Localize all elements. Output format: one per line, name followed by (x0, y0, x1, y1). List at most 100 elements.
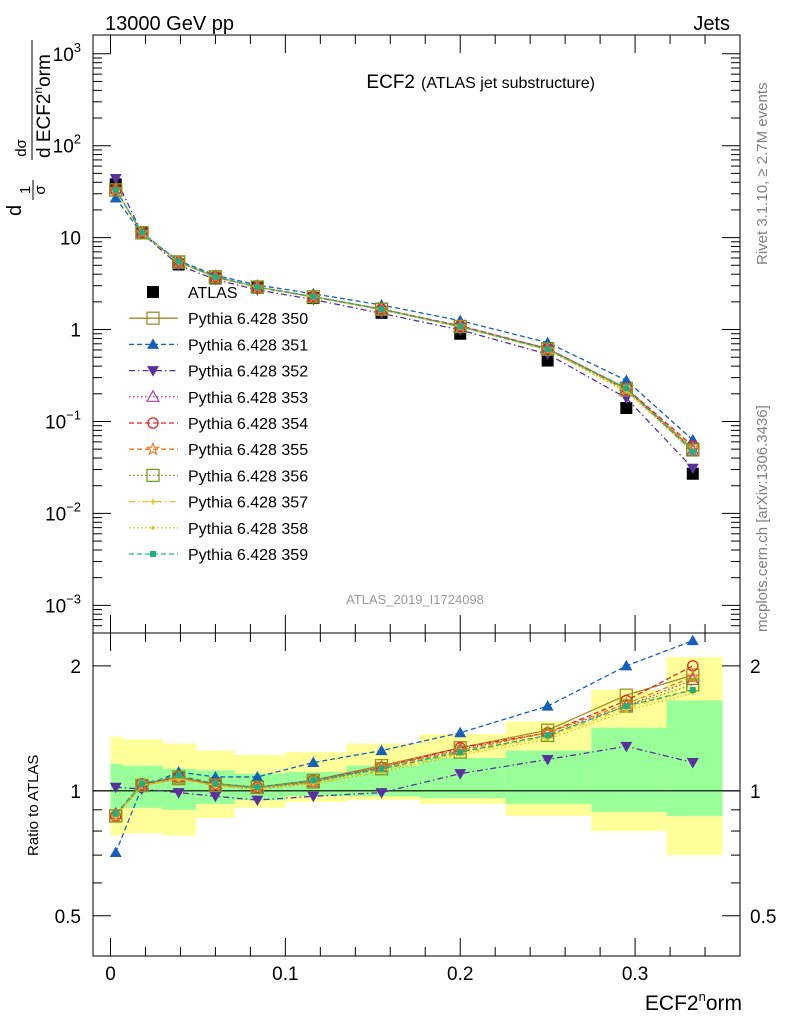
legend-entry-label: Pythia 6.428 358 (188, 521, 308, 538)
ratio-data-point (307, 791, 320, 803)
legend-marker (147, 366, 159, 377)
ratio-data-point (375, 744, 388, 756)
ratio-data-point (109, 846, 122, 858)
main-data-point (689, 448, 696, 455)
ratio-data-point (545, 737, 550, 742)
legend-marker (151, 526, 155, 530)
legend-entry-label: Pythia 6.428 353 (188, 390, 308, 407)
main-data-point (109, 183, 123, 197)
main-data-point (540, 342, 555, 356)
legend-entry-label: Pythia 6.428 352 (188, 364, 308, 381)
ratio-data-point (172, 788, 185, 799)
header-jets-label: Jets (693, 13, 730, 35)
main-data-point (457, 323, 464, 330)
ratio-data-point (375, 788, 388, 799)
ratio-data-point (454, 726, 467, 738)
main-data-point (175, 258, 182, 265)
ratio-y-axis-label: Ratio to ATLAS (25, 755, 42, 856)
main-data-point (378, 306, 385, 313)
legend-entry-label: ATLAS (188, 285, 238, 302)
x-tick-label: 0.3 (622, 964, 648, 985)
main-data-point (686, 443, 700, 457)
ratio-data-point (112, 810, 119, 817)
ratio-data-point (620, 659, 633, 671)
ratio-data-point (378, 765, 385, 772)
ratio-y-tick-label-left: 2 (70, 657, 81, 678)
ratio-data-point (310, 777, 317, 784)
main-data-point (212, 273, 219, 280)
ratio-data-point (250, 780, 265, 794)
legend: ATLAS Pythia 6.428 350 Pythia 6.428 351 Pyt… (129, 285, 308, 564)
main-data-point (620, 402, 633, 415)
legend-marker (147, 338, 159, 349)
x-tick-label: 0.2 (447, 964, 473, 985)
main-data-point (109, 191, 122, 203)
ratio-data-point (109, 809, 123, 823)
main-data-point (541, 354, 554, 367)
ratio-data-point (307, 756, 320, 768)
main-data-point (109, 173, 122, 185)
main-y-tick-label: 102 (53, 132, 81, 158)
main-data-point (250, 280, 265, 294)
legend-entry-label: Pythia 6.428 354 (188, 416, 308, 433)
main-y-tick-label: 1 (70, 321, 81, 342)
main-data-point (306, 290, 320, 304)
ratio-data-point (209, 791, 222, 803)
ylabel-denominator: d ECF2norm (31, 54, 55, 158)
plot-subtitle: (ATLAS jet substructure) (421, 75, 595, 92)
ratio-y-tick-label-left: 1 (70, 782, 81, 803)
legend-entry-label: Pythia 6.428 356 (188, 468, 308, 485)
main-data-point (172, 255, 186, 269)
main-plot-axes: 10−3 10−2 10−1 1 10 102 103 (45, 35, 740, 634)
main-data-point (208, 270, 223, 284)
mcplots-label: mcplots.cern.ch [arXiv:1306.3436] (754, 405, 771, 632)
main-y-tick-label: 10−2 (45, 499, 81, 525)
ratio-data-point (624, 708, 629, 713)
main-data-point (254, 284, 261, 291)
legend-entry-label: Pythia 6.428 355 (188, 442, 308, 459)
ratio-y-tick-label-right: 0.5 (750, 907, 776, 928)
ylabel-numerator: dσ (13, 138, 30, 156)
main-y-axis-label: d 1 σ dσ d ECF2norm (4, 40, 55, 216)
ratio-data-point (686, 634, 699, 646)
main-data-point (623, 385, 630, 392)
x-tick-label: 0.1 (272, 964, 298, 985)
ratio-y-tick-label-left: 0.5 (55, 907, 81, 928)
legend-marker (147, 286, 159, 298)
ratio-band-inner (419, 757, 506, 799)
legend-marker (145, 441, 161, 456)
main-plot-series (108, 173, 701, 480)
ratio-data-point (623, 703, 630, 710)
ratio-plot-series (108, 634, 701, 858)
ratio-data-point (541, 700, 554, 711)
ratio-data-point (686, 758, 699, 769)
ratio-plot-bands (93, 657, 740, 856)
ylabel-sigma: σ (32, 185, 49, 195)
x-tick-label: 0 (105, 964, 116, 985)
main-y-tick-label: 10 (60, 229, 81, 250)
legend-entry-label: Pythia 6.428 357 (188, 495, 308, 512)
ratio-data-point (457, 749, 464, 756)
main-data-point (544, 346, 551, 353)
main-data-point (620, 374, 633, 385)
legend-marker (147, 417, 159, 429)
ratio-data-point (138, 780, 145, 787)
analysis-watermark: ATLAS_2019_I1724098 (346, 592, 484, 607)
main-data-point (310, 293, 317, 300)
legend-entry-label: Pythia 6.428 350 (188, 311, 308, 328)
main-data-point (138, 229, 145, 236)
ratio-band-inner (591, 727, 667, 812)
main-data-point (686, 463, 699, 475)
ratio-data-point (544, 732, 551, 739)
ratio-data-point (212, 780, 219, 787)
ratio-data-point (689, 686, 696, 693)
ratio-data-point (541, 754, 554, 766)
ratio-data-point (540, 728, 555, 743)
main-data-point (135, 226, 149, 240)
ratio-data-point (109, 782, 122, 794)
header-energy-label: 13000 GeV pp (105, 13, 234, 35)
main-plot-frame (92, 34, 741, 634)
legend-marker (150, 498, 156, 505)
ylabel-one: 1 (17, 186, 34, 194)
